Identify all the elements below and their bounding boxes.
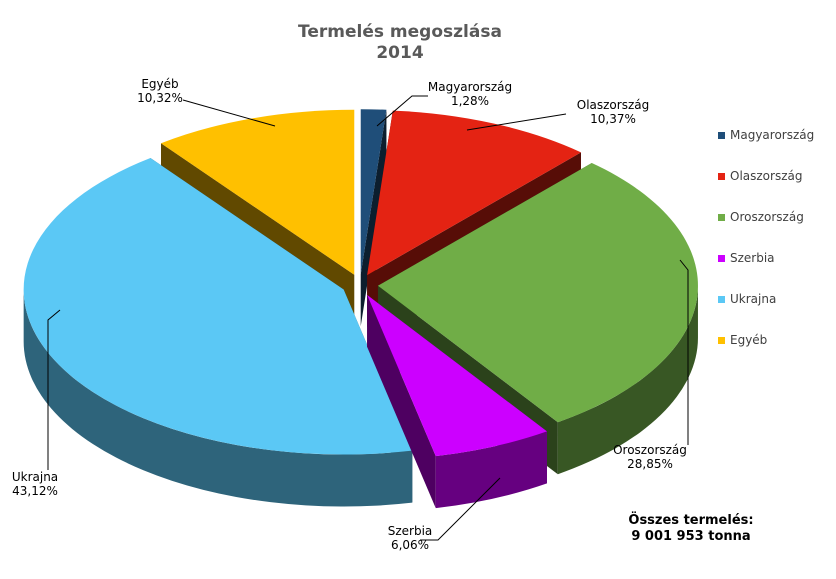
slice-label-name: Szerbia bbox=[387, 524, 433, 538]
chart-legend: Magyarország Olaszország Oroszország Sze… bbox=[718, 128, 830, 374]
slice-side-ukrajna-0 bbox=[23, 289, 413, 507]
slice-label-ukrajna: Ukrajna 43,12% bbox=[0, 470, 70, 498]
slice-label-value: 10,32% bbox=[137, 91, 183, 105]
slice-label-olaszorszag: Olaszország 10,37% bbox=[565, 98, 661, 126]
legend-item-egyeb: Egyéb bbox=[718, 333, 830, 374]
slice-top-szerbia bbox=[367, 294, 547, 457]
slice-label-oroszorszag: Oroszország 28,85% bbox=[602, 443, 698, 471]
legend-label: Oroszország bbox=[730, 210, 804, 224]
slice-label-value: 28,85% bbox=[627, 457, 673, 471]
slice-label-name: Ukrajna bbox=[11, 470, 59, 484]
chart-subtitle: 2014 bbox=[376, 43, 424, 63]
total-production-value: 9 001 953 tonna bbox=[631, 529, 751, 544]
leader-line-szerbia bbox=[420, 477, 501, 541]
legend-swatch bbox=[718, 214, 725, 221]
legend-swatch bbox=[718, 337, 725, 344]
leader-line-olaszorszag bbox=[466, 113, 567, 131]
slice-wall-szerbia-end bbox=[367, 294, 436, 509]
slice-ukrajna bbox=[23, 158, 413, 507]
legend-swatch bbox=[718, 173, 725, 180]
legend-swatch bbox=[718, 132, 725, 139]
slice-szerbia bbox=[367, 294, 547, 509]
slice-label-name: Magyarország bbox=[427, 80, 513, 94]
slice-label-name: Egyéb bbox=[141, 77, 179, 91]
legend-item-oroszorszag: Oroszország bbox=[718, 210, 830, 251]
slice-label-szerbia: Szerbia 6,06% bbox=[362, 524, 458, 552]
chart-title: Termelés megoszlása 2014 bbox=[250, 22, 550, 64]
slice-label-value: 43,12% bbox=[12, 484, 58, 498]
legend-swatch bbox=[718, 255, 725, 262]
slice-label-name: Olaszország bbox=[576, 98, 650, 112]
leader-line-magyarorszag bbox=[376, 95, 428, 127]
leader-line-oroszorszag bbox=[679, 259, 689, 445]
slice-label-magyarorszag: Magyarország 1,28% bbox=[422, 80, 518, 108]
slice-magyarorszag bbox=[360, 109, 387, 327]
slice-label-value: 6,06% bbox=[390, 538, 430, 552]
legend-item-olaszorszag: Olaszország bbox=[718, 169, 830, 210]
leader-line-ukrajna bbox=[47, 309, 61, 470]
slice-label-value: 10,37% bbox=[590, 112, 636, 126]
slice-label-name: Oroszország bbox=[613, 443, 687, 457]
legend-item-ukrajna: Ukrajna bbox=[718, 292, 830, 333]
slice-label-value: 1,28% bbox=[450, 94, 490, 108]
total-production: Összes termelés: 9 001 953 tonna bbox=[616, 513, 766, 545]
legend-label: Olaszország bbox=[730, 169, 803, 183]
legend-label: Magyarország bbox=[730, 128, 815, 142]
slice-label-egyeb: Egyéb 10,32% bbox=[112, 77, 208, 105]
legend-label: Egyéb bbox=[730, 333, 768, 347]
slice-side-szerbia-0 bbox=[435, 431, 547, 509]
total-production-label: Összes termelés: bbox=[628, 513, 754, 528]
slice-top-oroszorszag bbox=[377, 162, 698, 423]
slice-side-oroszorszag-0 bbox=[557, 285, 698, 475]
legend-label: Ukrajna bbox=[730, 292, 777, 306]
legend-item-szerbia: Szerbia bbox=[718, 251, 830, 292]
legend-label: Szerbia bbox=[730, 251, 775, 265]
chart-title-text: Termelés megoszlása bbox=[298, 22, 502, 42]
slice-top-egyeb bbox=[161, 109, 355, 275]
slice-wall-magyarorszag-end bbox=[360, 109, 387, 327]
slice-top-magyarorszag bbox=[360, 109, 387, 275]
slice-top-olaszorszag bbox=[367, 110, 581, 276]
slice-top-ukrajna bbox=[23, 158, 413, 455]
legend-swatch bbox=[718, 296, 725, 303]
legend-item-magyarorszag: Magyarország bbox=[718, 128, 830, 169]
leader-line-egyeb bbox=[182, 99, 276, 127]
